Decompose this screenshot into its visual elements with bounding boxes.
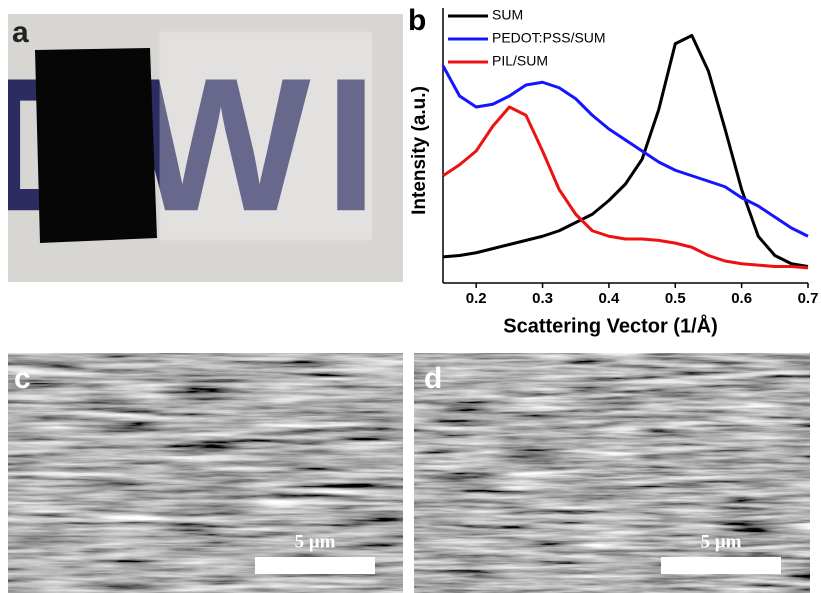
chart: 0.2 0.3 0.4 0.5 0.6 0.7 Scattering Vector (1/Å… [409,7,818,338]
scale-bar [255,557,375,574]
x-tick-label: 0.3 [532,290,553,307]
scale-bar [661,557,781,574]
legend-label: PEDOT:PSS/SUM [492,30,606,46]
scale-bar-label: 5 μm [701,531,742,552]
scale-bar-label: 5 μm [295,531,336,552]
legend-label: SUM [492,7,523,23]
series-line [442,105,809,270]
panel-label: d [424,362,442,395]
sem-image-c [8,353,403,593]
panel-label: a [12,16,29,49]
x-tick-label: 0.4 [598,290,620,307]
panel-label: c [14,362,31,395]
legend-label: PIL/SUM [492,53,548,69]
x-tick-label: 0.7 [798,290,819,307]
y-axis-label: Intensity (a.u.) [409,86,430,215]
panel-label: b [408,4,426,37]
series-line [442,34,809,268]
sem-image-d [414,353,810,593]
photo-a: DWI [8,14,403,282]
x-tick-label: 0.5 [665,290,686,307]
series-line [441,65,809,238]
x-tick-label: 0.6 [731,290,752,307]
clear-film [159,31,373,241]
x-tick-label: 0.2 [466,290,487,307]
black-film [35,48,157,243]
x-axis-label: Scattering Vector (1/Å) [503,313,718,337]
